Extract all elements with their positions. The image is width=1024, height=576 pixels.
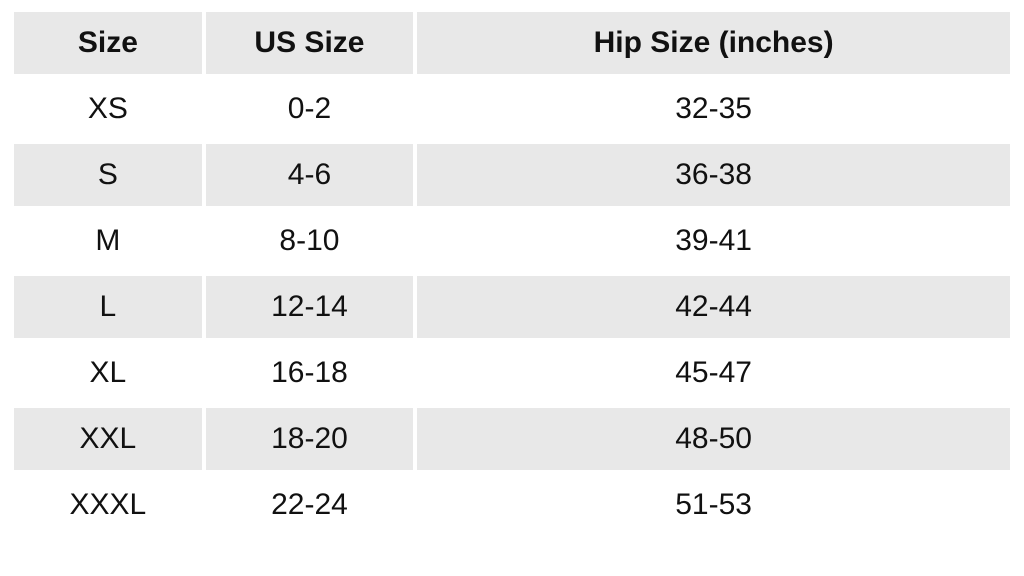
cell-hip: 48-50 <box>417 408 1010 470</box>
cell-hip: 36-38 <box>417 144 1010 206</box>
cell-us-size: 8-10 <box>206 210 413 272</box>
cell-us-size: 18-20 <box>206 408 413 470</box>
table-row: XS 0-2 32-35 <box>14 78 1010 140</box>
table-row: M 8-10 39-41 <box>14 210 1010 272</box>
table-row: XL 16-18 45-47 <box>14 342 1010 404</box>
cell-size: XXL <box>14 408 202 470</box>
table-body: XS 0-2 32-35 S 4-6 36-38 M 8-10 39-41 L … <box>14 78 1010 536</box>
cell-us-size: 16-18 <box>206 342 413 404</box>
cell-size: XXXL <box>14 474 202 536</box>
cell-us-size: 12-14 <box>206 276 413 338</box>
table-row: L 12-14 42-44 <box>14 276 1010 338</box>
col-header-size: Size <box>14 12 202 74</box>
col-header-hip: Hip Size (inches) <box>417 12 1010 74</box>
cell-size: L <box>14 276 202 338</box>
size-chart-wrap: Size US Size Hip Size (inches) XS 0-2 32… <box>0 0 1024 548</box>
col-header-us-size: US Size <box>206 12 413 74</box>
cell-hip: 39-41 <box>417 210 1010 272</box>
table-row: XXXL 22-24 51-53 <box>14 474 1010 536</box>
cell-hip: 42-44 <box>417 276 1010 338</box>
size-chart-table: Size US Size Hip Size (inches) XS 0-2 32… <box>10 8 1014 540</box>
table-header-row: Size US Size Hip Size (inches) <box>14 12 1010 74</box>
cell-us-size: 4-6 <box>206 144 413 206</box>
table-head: Size US Size Hip Size (inches) <box>14 12 1010 74</box>
cell-size: S <box>14 144 202 206</box>
cell-us-size: 0-2 <box>206 78 413 140</box>
cell-hip: 32-35 <box>417 78 1010 140</box>
cell-size: XS <box>14 78 202 140</box>
cell-size: XL <box>14 342 202 404</box>
table-row: XXL 18-20 48-50 <box>14 408 1010 470</box>
cell-hip: 45-47 <box>417 342 1010 404</box>
table-row: S 4-6 36-38 <box>14 144 1010 206</box>
cell-size: M <box>14 210 202 272</box>
cell-us-size: 22-24 <box>206 474 413 536</box>
cell-hip: 51-53 <box>417 474 1010 536</box>
